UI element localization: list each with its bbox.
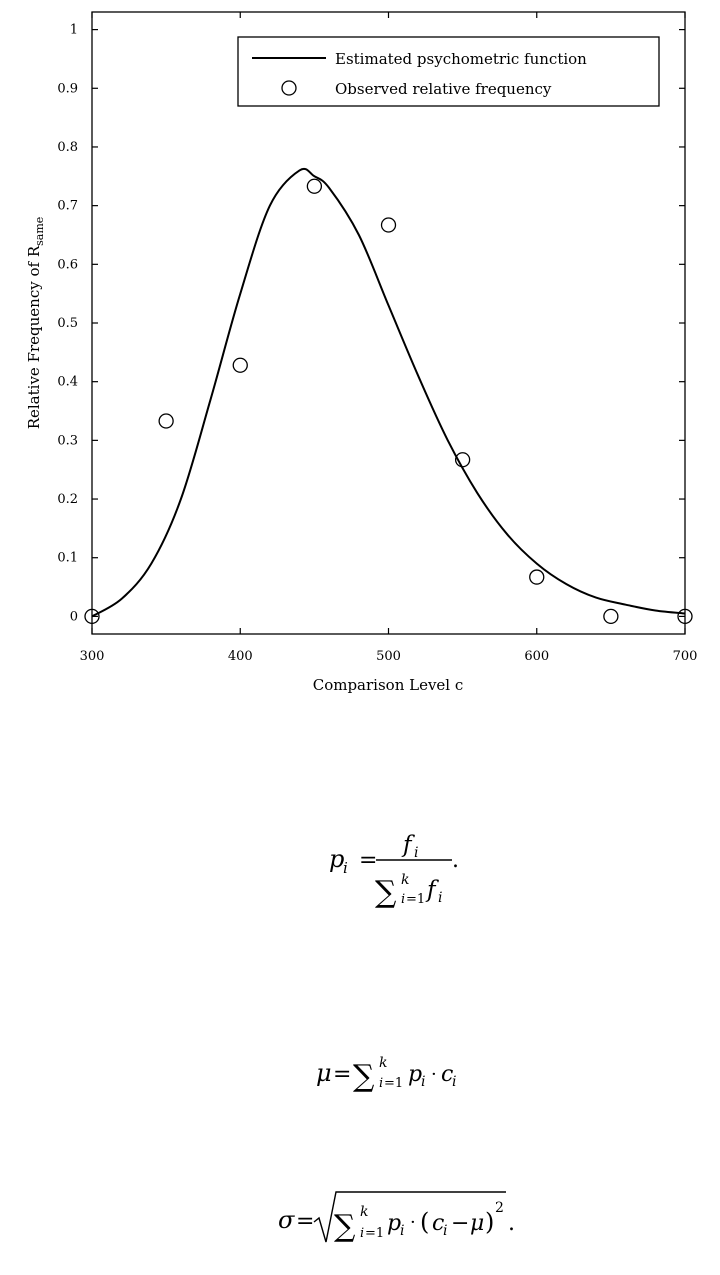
x-tick-label: 600 xyxy=(524,649,549,664)
svg-text:.: . xyxy=(508,1211,515,1236)
svg-text:f: f xyxy=(425,877,439,903)
observed-point xyxy=(306,178,323,194)
axis-ticks xyxy=(91,12,686,634)
svg-text:∑: ∑ xyxy=(334,1209,356,1244)
y-tick-label: 0.2 xyxy=(57,492,78,507)
svg-text:p: p xyxy=(329,845,344,873)
svg-text:=: = xyxy=(333,1062,351,1087)
svg-text:i: i xyxy=(438,890,442,906)
svg-text:·: · xyxy=(410,1212,416,1233)
svg-text:i: i xyxy=(343,859,348,877)
series-line-estimated-psychometric-function xyxy=(91,167,686,618)
svg-text:i: i xyxy=(452,1074,456,1090)
observed-point xyxy=(158,413,174,429)
legend-label-estimated: Estimated psychometric function xyxy=(335,50,587,68)
svg-text:i: i xyxy=(360,1226,364,1241)
observed-point xyxy=(529,569,545,585)
series-points-observed-relative-frequency xyxy=(84,178,693,625)
svg-text:i: i xyxy=(414,845,418,861)
y-tick-label: 0.8 xyxy=(57,140,78,155)
legend-marker-swatch xyxy=(281,80,297,96)
observed-point xyxy=(454,452,471,468)
svg-text:k: k xyxy=(379,1055,387,1071)
formula-mean: μ = ∑ k i =1 p i · c i xyxy=(316,1055,456,1094)
formula-relative-frequency: p i = f i ∑ k i =1 f i . xyxy=(329,832,459,910)
svg-text:(: ( xyxy=(420,1208,429,1236)
y-tick-label: 0.9 xyxy=(57,81,78,96)
legend: Estimated psychometric function Observed… xyxy=(237,36,660,107)
observed-point xyxy=(380,217,397,233)
y-tick-label: 0.5 xyxy=(57,316,78,331)
x-axis-title: Comparison Level c xyxy=(313,676,464,694)
svg-text:−: − xyxy=(451,1211,469,1236)
svg-text:∑: ∑ xyxy=(375,875,397,910)
x-tick-label: 400 xyxy=(228,649,253,664)
svg-text:μ: μ xyxy=(316,1059,332,1087)
svg-text:∑: ∑ xyxy=(353,1059,375,1094)
svg-text:2: 2 xyxy=(495,1200,504,1216)
y-tick-label: 0.4 xyxy=(57,375,78,390)
y-tick-label: 0.6 xyxy=(57,257,78,272)
observed-point xyxy=(603,608,619,625)
svg-text:=1: =1 xyxy=(365,1226,384,1241)
svg-text:i: i xyxy=(421,1074,425,1090)
svg-text:p: p xyxy=(408,1062,422,1087)
y-axis-title-subscript: same xyxy=(33,217,46,246)
observed-point xyxy=(677,608,693,625)
svg-text:σ: σ xyxy=(278,1206,295,1234)
svg-text:=: = xyxy=(296,1209,314,1234)
svg-text:i: i xyxy=(379,1076,383,1091)
observed-point xyxy=(84,608,100,625)
svg-text:.: . xyxy=(452,848,459,873)
svg-text:c: c xyxy=(441,1062,453,1087)
svg-text:i: i xyxy=(401,892,405,907)
observed-point xyxy=(232,357,248,373)
svg-text:=1: =1 xyxy=(406,892,425,907)
legend-label-observed: Observed relative frequency xyxy=(335,80,552,98)
y-tick-label: 0.7 xyxy=(57,199,78,214)
psychometric-chart: 300 400 500 600 700 0 0.1 0.2 0.3 0.4 0.5 0.6 0.7 0.… xyxy=(25,11,698,694)
svg-text:k: k xyxy=(360,1204,368,1220)
y-axis-title-main: Relative Frequency of R xyxy=(25,245,43,429)
x-tick-label: 700 xyxy=(673,649,698,664)
y-axis-title: Relative Frequency of Rsame xyxy=(25,217,46,430)
svg-text:i: i xyxy=(400,1223,404,1239)
y-tick-label: 0 xyxy=(70,609,78,624)
svg-text:=1: =1 xyxy=(384,1076,403,1091)
svg-text:i: i xyxy=(443,1223,447,1239)
svg-text:·: · xyxy=(431,1064,437,1085)
formula-standard-deviation: σ = ∑ k i =1 p i · ( c i − μ ) 2 . xyxy=(278,1191,515,1244)
x-tick-label: 300 xyxy=(80,649,105,664)
svg-text:f: f xyxy=(401,832,415,858)
x-tick-label: 500 xyxy=(376,649,401,664)
legend-box xyxy=(237,36,660,107)
svg-text:p: p xyxy=(387,1211,401,1236)
y-tick-label: 0.1 xyxy=(57,551,78,566)
svg-text:k: k xyxy=(401,872,409,888)
svg-text:=: = xyxy=(359,848,377,873)
y-tick-labels: 0 0.1 0.2 0.3 0.4 0.5 0.6 0.7 0.8 0.9 1 xyxy=(57,23,78,625)
svg-text:): ) xyxy=(485,1208,494,1236)
y-tick-label: 1 xyxy=(70,23,78,38)
x-tick-labels: 300 400 500 600 700 xyxy=(80,649,698,664)
svg-text:c: c xyxy=(432,1211,444,1236)
svg-text:μ: μ xyxy=(470,1211,484,1236)
y-tick-label: 0.3 xyxy=(57,433,78,448)
